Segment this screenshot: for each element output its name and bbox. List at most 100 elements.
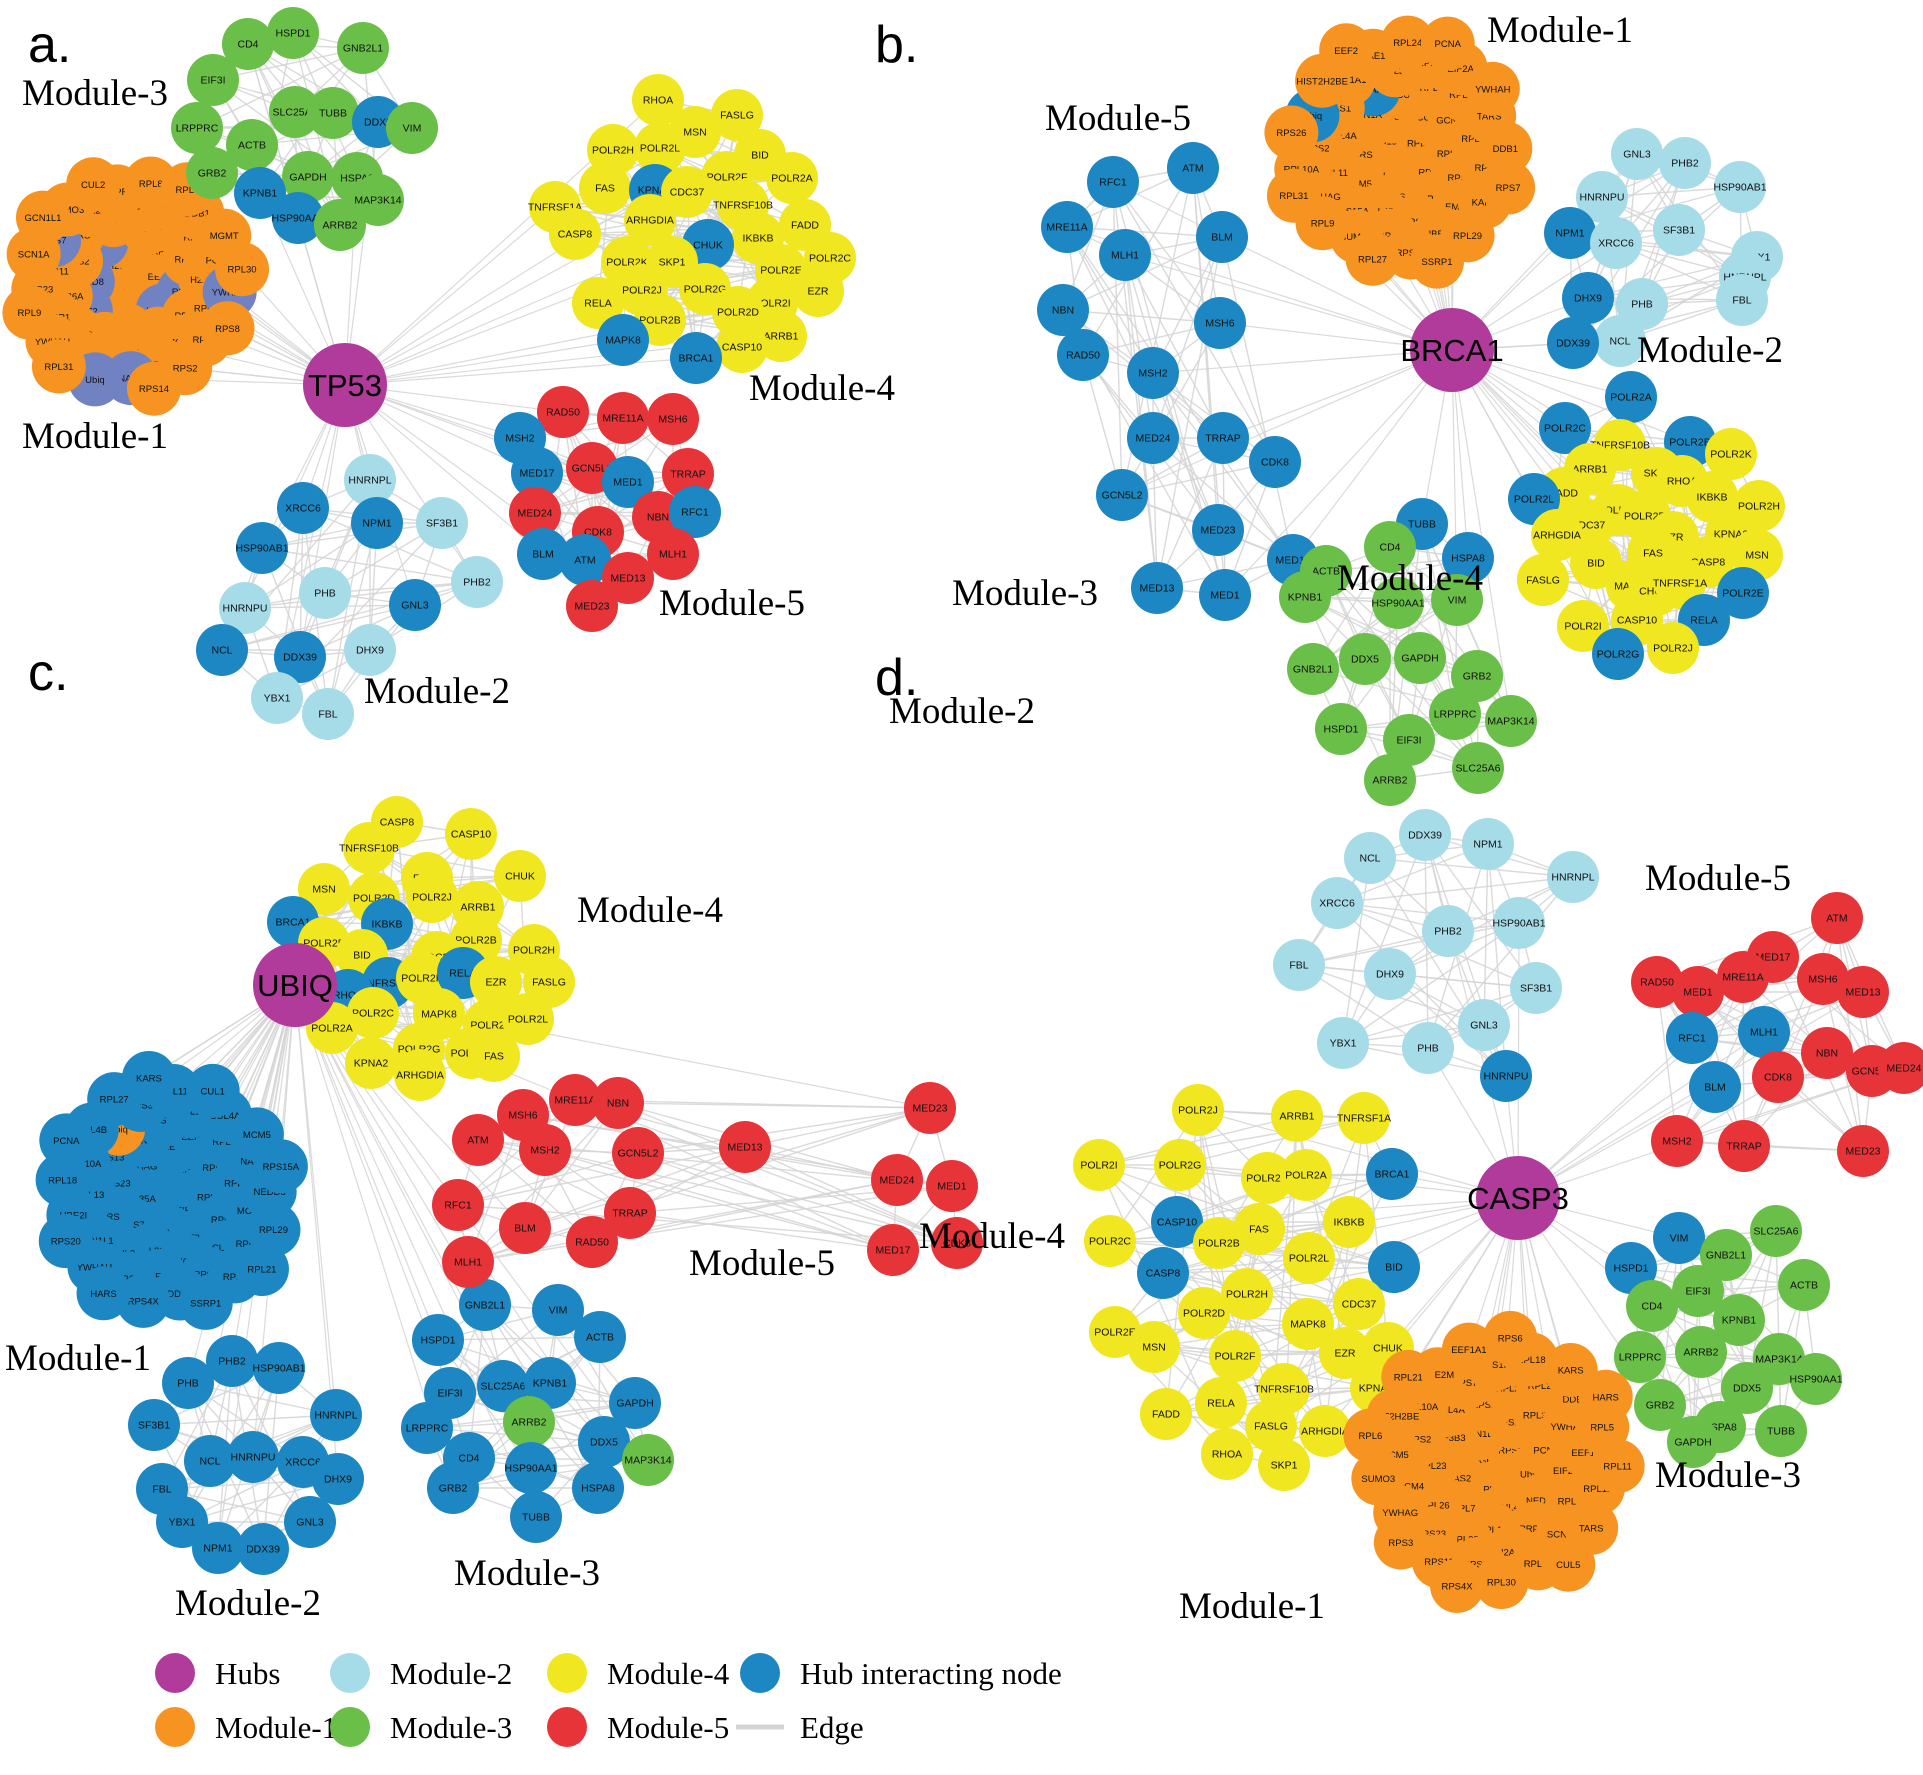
node-NCL[interactable] (184, 1435, 236, 1487)
node-CASP8[interactable] (1137, 1247, 1189, 1299)
node-PHB2[interactable] (1422, 905, 1474, 957)
node-RPL30[interactable] (1474, 1555, 1529, 1610)
node-HSP90AA1[interactable] (272, 192, 324, 244)
node-BLM[interactable] (1689, 1061, 1741, 1113)
node-NBN[interactable] (1037, 284, 1089, 336)
node-RAD50[interactable] (566, 1216, 618, 1268)
node-ARRB1[interactable] (755, 310, 807, 362)
node-RPS8[interactable] (200, 301, 255, 356)
node-NPM1[interactable] (1544, 207, 1596, 259)
node-GCN5L2[interactable] (612, 1127, 664, 1179)
node-YBX1[interactable] (251, 672, 303, 724)
node-ARHGDIA[interactable] (1299, 1405, 1351, 1457)
node-RELA[interactable] (572, 277, 624, 329)
node-ATM[interactable] (559, 534, 611, 586)
node-VIM[interactable] (1431, 574, 1483, 626)
node-MLH1[interactable] (1738, 1006, 1790, 1058)
node-MED24[interactable] (871, 1154, 923, 1206)
node-CHUK[interactable] (494, 850, 546, 902)
node-NPM1[interactable] (351, 497, 403, 549)
node-RFC1[interactable] (1087, 156, 1139, 208)
node-GNL3[interactable] (389, 579, 441, 631)
node-ARHGDIA[interactable] (1531, 509, 1583, 561)
node-ARRB2[interactable] (1675, 1326, 1727, 1378)
node-BID[interactable] (1368, 1241, 1420, 1293)
node-SSRP1[interactable] (1409, 234, 1464, 289)
node-YBX1[interactable] (1317, 1017, 1369, 1069)
node-POLR2A[interactable] (1280, 1149, 1332, 1201)
node-RPL21[interactable] (234, 1242, 289, 1297)
node-GCN1L1[interactable] (15, 190, 70, 245)
node-POLR2K[interactable] (1241, 1152, 1293, 1204)
node-ACTB[interactable] (574, 1311, 626, 1363)
node-RFC1[interactable] (669, 486, 721, 538)
node-DDX5[interactable] (1339, 633, 1391, 685)
node-FASLG[interactable] (1517, 554, 1569, 606)
node-SKP1[interactable] (1258, 1439, 1310, 1491)
node-EZR[interactable] (1319, 1327, 1371, 1379)
node-RPS26[interactable] (1264, 105, 1319, 160)
node-PHB[interactable] (1402, 1022, 1454, 1074)
hub-node-BRCA1[interactable] (1410, 308, 1494, 392)
node-KPNB1[interactable] (524, 1357, 576, 1409)
node-MED23[interactable] (904, 1082, 956, 1134)
node-HSP90AA1[interactable] (1372, 577, 1424, 629)
node-POLR2E[interactable] (1717, 567, 1769, 619)
node-RAD50[interactable] (1631, 956, 1683, 1008)
node-MED13[interactable] (1837, 966, 1889, 1018)
node-DDX39[interactable] (1547, 317, 1599, 369)
node-ATM[interactable] (452, 1114, 504, 1166)
node-POLR2J[interactable] (1647, 622, 1699, 674)
node-EZR[interactable] (792, 265, 844, 317)
node-FBL[interactable] (302, 688, 354, 740)
node-POLR2C[interactable] (347, 987, 399, 1039)
node-CASP10[interactable] (445, 808, 497, 860)
node-XRCC6[interactable] (1311, 877, 1363, 929)
node-RHOA[interactable] (632, 74, 684, 126)
node-KPNB1[interactable] (1713, 1294, 1765, 1346)
node-RPL27[interactable] (1345, 231, 1400, 286)
node-CUL1[interactable] (185, 1063, 240, 1118)
node-HNRNPL[interactable] (1547, 851, 1599, 903)
node-HSP90AA1[interactable] (1790, 1353, 1842, 1405)
node-GAPDH[interactable] (1394, 632, 1446, 684)
node-PHB2[interactable] (451, 556, 503, 608)
node-RPS14[interactable] (126, 361, 181, 416)
node-HNRNPU[interactable] (227, 1431, 279, 1483)
node-DHX9[interactable] (312, 1453, 364, 1505)
node-BLM[interactable] (1196, 211, 1248, 263)
node-POLR2E[interactable] (1089, 1306, 1141, 1358)
node-RAD50[interactable] (537, 386, 589, 438)
node-MLH1[interactable] (647, 528, 699, 580)
node-ARHGDIA[interactable] (394, 1049, 446, 1101)
node-CUL5[interactable] (1541, 1537, 1596, 1592)
node-LRPPRC[interactable] (1614, 1331, 1666, 1383)
node-DHX9[interactable] (1562, 272, 1614, 324)
node-KPNA2[interactable] (345, 1037, 397, 1089)
node-DDX5[interactable] (1721, 1362, 1773, 1414)
node-HSP90AB1[interactable] (236, 522, 288, 574)
node-POLR2A[interactable] (766, 152, 818, 204)
node-POLR2I[interactable] (1073, 1139, 1125, 1191)
node-HSP90AB1[interactable] (253, 1342, 305, 1394)
node-MAPK8[interactable] (597, 314, 649, 366)
node-MSN[interactable] (298, 863, 350, 915)
node-GAPDH[interactable] (609, 1377, 661, 1429)
node-LRPPRC[interactable] (171, 102, 223, 154)
node-NPM1[interactable] (192, 1522, 244, 1574)
node-HNRNPL[interactable] (344, 454, 396, 506)
node-SLC25A6[interactable] (477, 1360, 529, 1412)
node-GNL3[interactable] (284, 1496, 336, 1548)
node-VIM[interactable] (1653, 1212, 1705, 1264)
node-ATM[interactable] (1811, 892, 1863, 944)
node-EIF3I[interactable] (187, 54, 239, 106)
node-RFC1[interactable] (1666, 1012, 1718, 1064)
node-MLH1[interactable] (442, 1236, 494, 1288)
node-TUBB[interactable] (307, 87, 359, 139)
node-HNRNPU[interactable] (1480, 1050, 1532, 1102)
node-FAS[interactable] (1233, 1203, 1285, 1255)
node-SF3B1[interactable] (128, 1399, 180, 1451)
node-POLR2D[interactable] (1178, 1287, 1230, 1339)
node-SF3B1[interactable] (1510, 962, 1562, 1014)
node-POLR2G[interactable] (1154, 1139, 1206, 1191)
